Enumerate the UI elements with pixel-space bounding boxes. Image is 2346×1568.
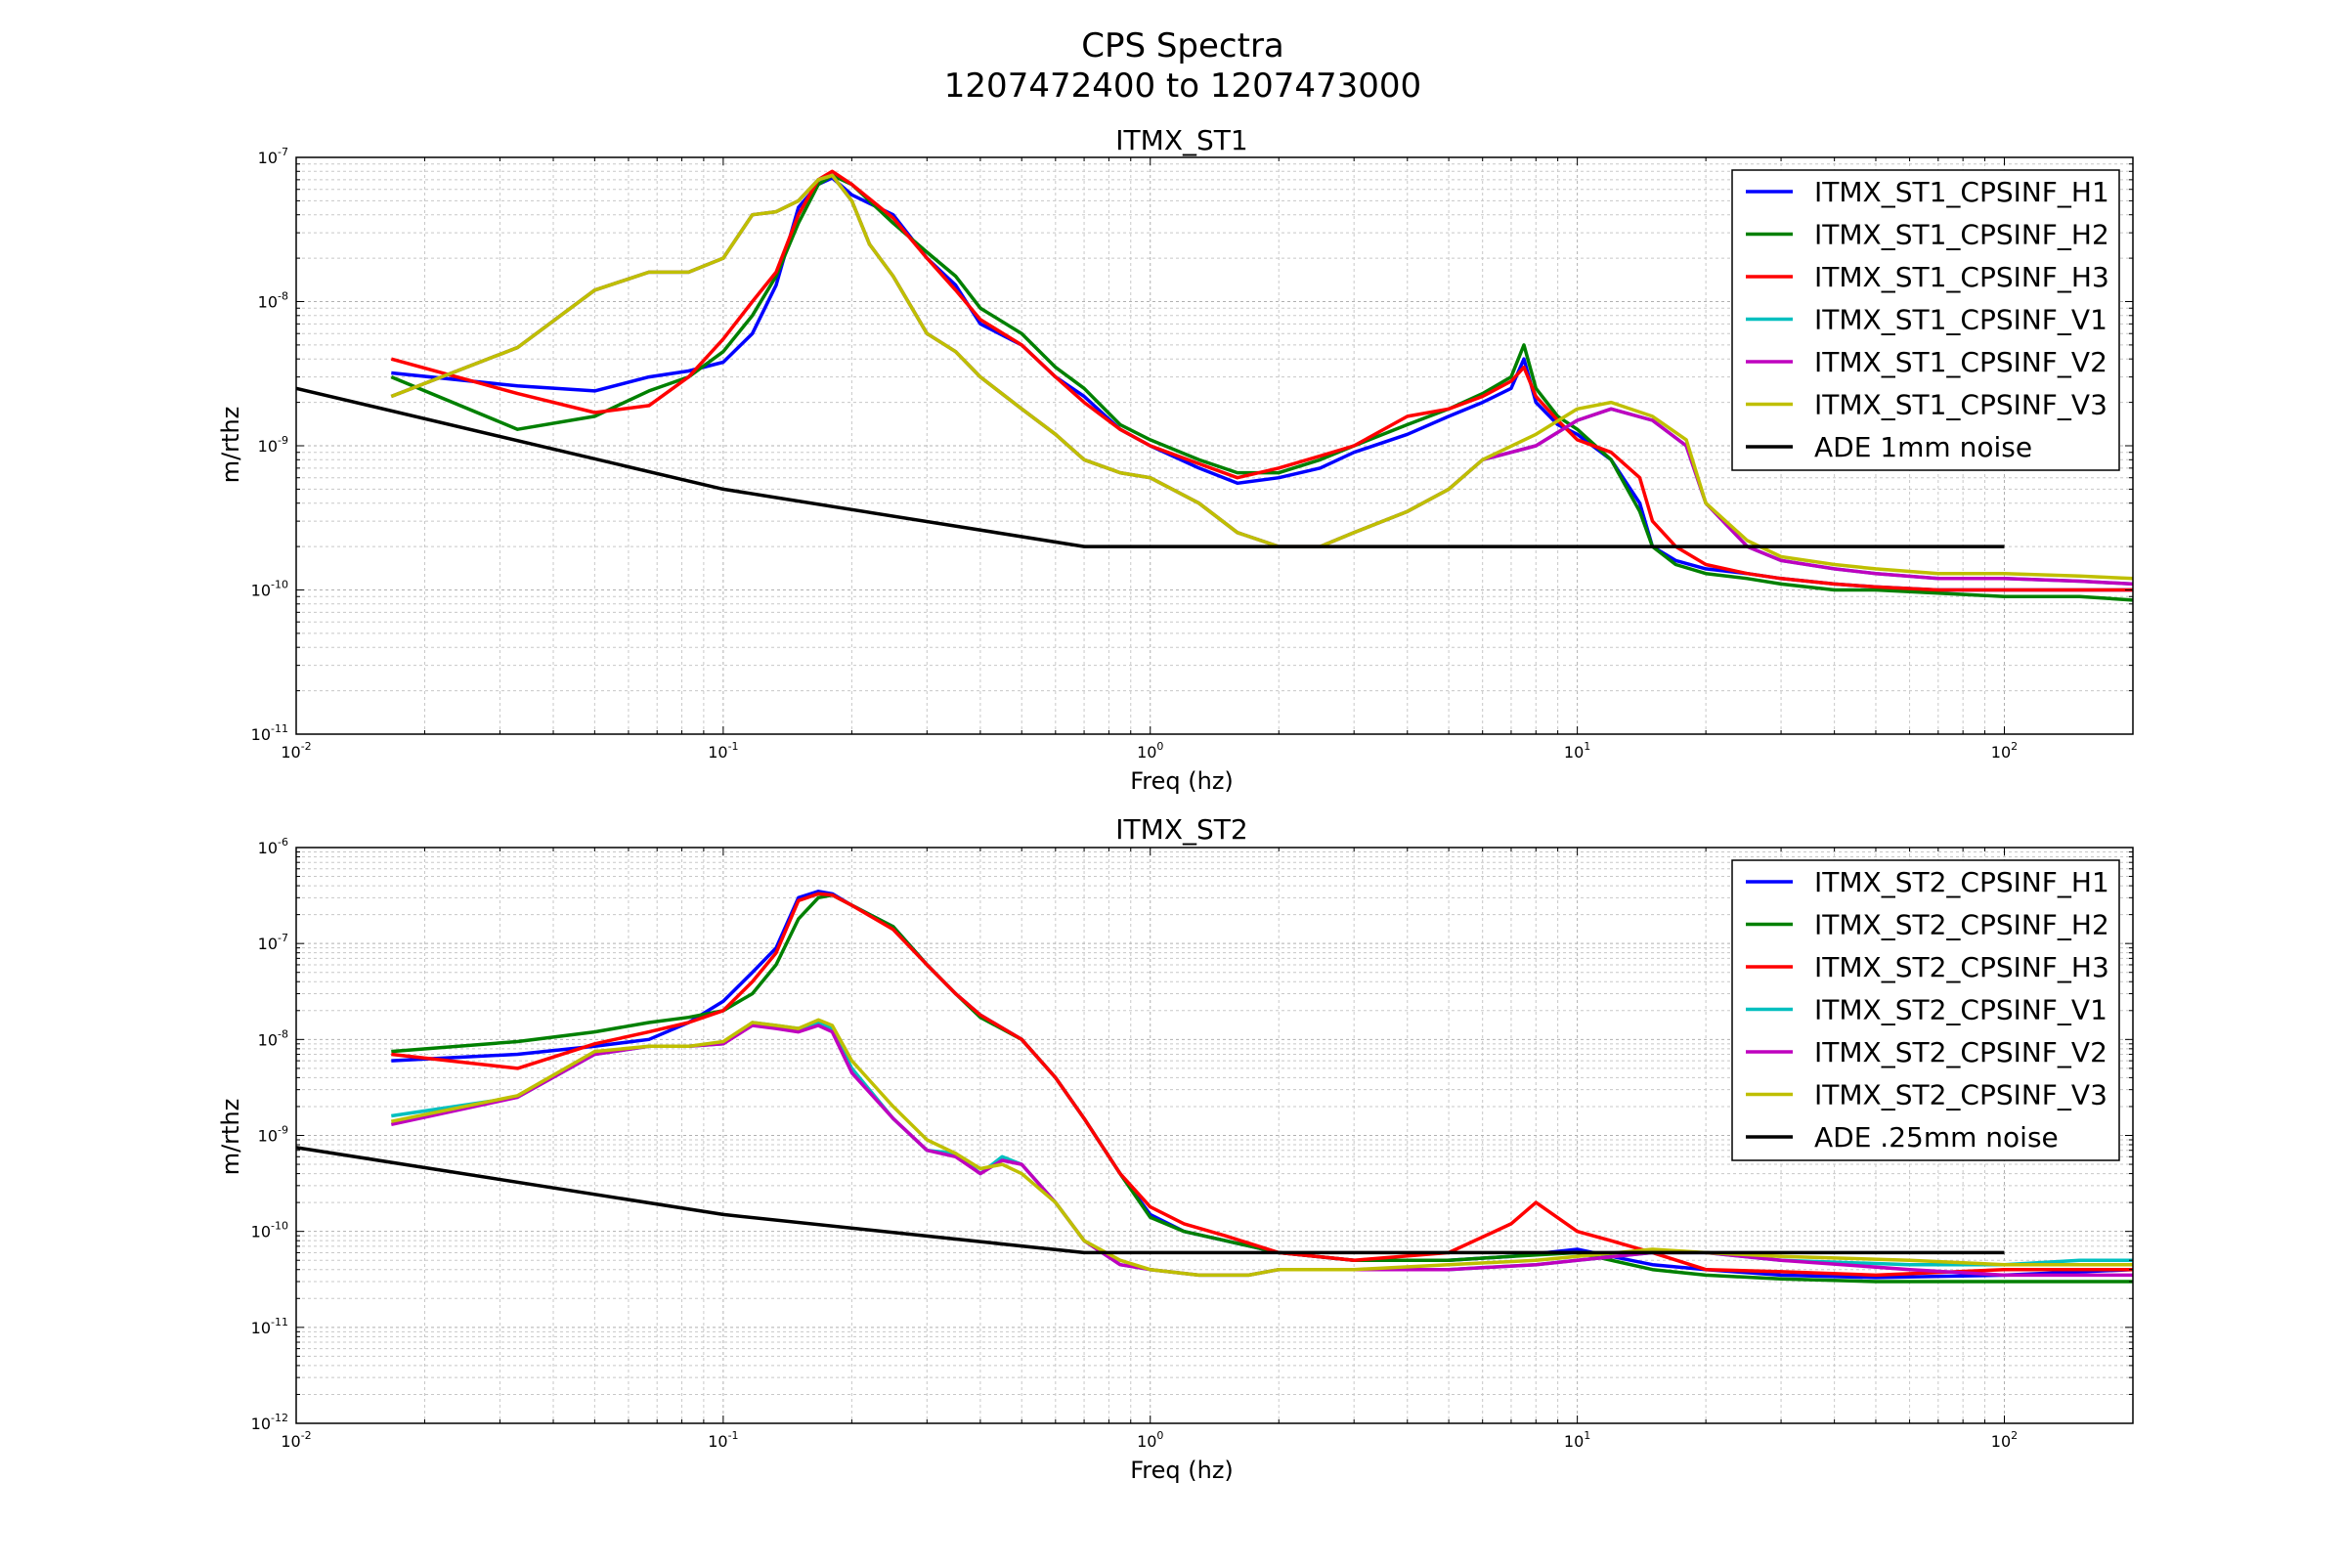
legend-entry-label: ITMX_ST2_CPSINF_V3 bbox=[1814, 1079, 2107, 1111]
y-tick-label: 10-11 bbox=[251, 722, 288, 744]
y-axis-label: m/rthz bbox=[217, 1099, 244, 1176]
x-tick-label: 102 bbox=[1991, 1429, 2018, 1451]
legend-entry-label: ITMX_ST2_CPSINF_H2 bbox=[1814, 909, 2109, 941]
figure-title-line2: 1207472400 to 1207473000 bbox=[944, 66, 1421, 106]
series-group bbox=[296, 169, 2133, 602]
y-tick-label: 10-10 bbox=[251, 579, 288, 600]
y-axis-label: m/rthz bbox=[217, 407, 244, 484]
legend-entry-label: ITMX_ST1_CPSINF_H1 bbox=[1814, 176, 2109, 208]
legend-entry-label: ADE 1mm noise bbox=[1814, 431, 2032, 463]
legend-entry-label: ITMX_ST1_CPSINF_V3 bbox=[1814, 389, 2107, 421]
series-line-2 bbox=[390, 173, 2133, 602]
y-tick-label: 10-7 bbox=[258, 932, 288, 953]
y-tick-label: 10-10 bbox=[251, 1220, 288, 1241]
legend-box bbox=[1731, 859, 2120, 1161]
legend-entry-label: ITMX_ST2_CPSINF_H1 bbox=[1814, 866, 2109, 898]
figure-title-line1: CPS Spectra bbox=[1081, 26, 1284, 65]
legend-entry-label: ITMX_ST2_CPSINF_V1 bbox=[1814, 994, 2107, 1026]
y-tick-label: 10-9 bbox=[258, 1124, 288, 1146]
series-line-6 bbox=[390, 1018, 2133, 1278]
series-line-6 bbox=[390, 173, 2133, 581]
x-tick-label: 101 bbox=[1564, 1429, 1590, 1451]
ticks bbox=[295, 848, 2134, 1424]
x-axis-label: Freq (hz) bbox=[1130, 767, 1234, 795]
legend-box bbox=[1731, 169, 2120, 471]
ticks bbox=[295, 157, 2134, 735]
panel-title: ITMX_ST2 bbox=[1115, 813, 1247, 846]
plot-panel-st2: ITMX_ST2 Freq (hz) m/rthz 10-2 10-1 100 101… bbox=[217, 813, 2134, 1484]
legend-entry-label: ITMX_ST2_CPSINF_H3 bbox=[1814, 951, 2109, 983]
y-tick-label: 10-7 bbox=[258, 146, 288, 167]
x-tick-label: 10-2 bbox=[281, 1429, 311, 1451]
legend-entry-label: ITMX_ST1_CPSINF_V1 bbox=[1814, 304, 2107, 336]
legend: ITMX_ST2_CPSINF_H1 ITMX_ST2_CPSINF_H2 ITMX… bbox=[1731, 859, 2120, 1161]
panel-title: ITMX_ST1 bbox=[1115, 124, 1247, 156]
x-tick-label: 10-2 bbox=[281, 740, 311, 762]
y-tick-label: 10-6 bbox=[258, 836, 288, 857]
grid bbox=[295, 848, 2134, 1424]
legend-entry-label: ITMX_ST2_CPSINF_V2 bbox=[1814, 1036, 2107, 1068]
x-tick-label: 10-1 bbox=[708, 740, 738, 762]
y-tick-label: 10-11 bbox=[251, 1316, 288, 1337]
series-group bbox=[296, 890, 2133, 1284]
plot-panel-st1: ITMX_ST1 Freq (hz) m/rthz 10-2 10-1 100 101… bbox=[217, 124, 2134, 795]
x-tick-label: 100 bbox=[1137, 740, 1163, 762]
x-tick-label: 10-1 bbox=[708, 1429, 738, 1451]
series-line-3 bbox=[390, 169, 2133, 592]
series-line-7 bbox=[296, 1146, 2005, 1255]
x-tick-label: 101 bbox=[1564, 740, 1590, 762]
x-axis-label: Freq (hz) bbox=[1130, 1457, 1234, 1484]
legend-entry-label: ADE .25mm noise bbox=[1814, 1121, 2059, 1154]
legend-entry-label: ITMX_ST1_CPSINF_H3 bbox=[1814, 261, 2109, 293]
series-line-3 bbox=[391, 892, 2133, 1278]
legend-entry-label: ITMX_ST1_CPSINF_H2 bbox=[1814, 219, 2109, 251]
x-tick-label: 100 bbox=[1137, 1429, 1163, 1451]
y-tick-label: 10-9 bbox=[258, 434, 288, 456]
y-tick-label: 10-8 bbox=[258, 1027, 288, 1049]
y-tick-label: 10-8 bbox=[258, 290, 288, 312]
x-tick-label: 102 bbox=[1991, 740, 2018, 762]
legend: ITMX_ST1_CPSINF_H1 ITMX_ST1_CPSINF_H2 ITMX… bbox=[1731, 169, 2120, 471]
series-line-7 bbox=[296, 386, 2005, 548]
y-tick-label: 10-12 bbox=[251, 1412, 288, 1433]
legend-entry-label: ITMX_ST1_CPSINF_V2 bbox=[1814, 346, 2107, 378]
